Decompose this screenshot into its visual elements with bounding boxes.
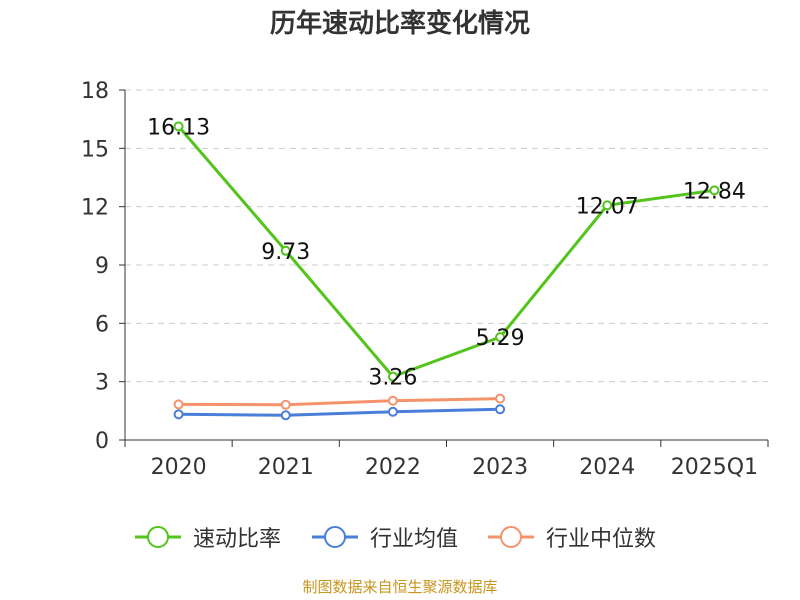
- legend-marker: [147, 526, 169, 548]
- grid-layer: [125, 89, 768, 383]
- chart-title: 历年速动比率变化情况: [270, 8, 530, 39]
- series-line-1: [177, 407, 502, 417]
- series-point-2: [495, 393, 506, 404]
- x-tick-label: 2023: [472, 455, 528, 480]
- x-tick-label: 2024: [579, 455, 635, 480]
- y-tick-label: 3: [95, 371, 109, 396]
- series-point-0: [602, 200, 613, 211]
- series-line-0: [177, 124, 716, 379]
- series-point-2: [280, 399, 291, 410]
- y-tick-label: 12: [81, 196, 109, 221]
- series-point-1: [495, 404, 506, 415]
- series-point-0: [387, 371, 398, 382]
- y-tick-label: 18: [81, 79, 109, 104]
- data-label: 3.26: [368, 366, 417, 391]
- series-point-2: [387, 395, 398, 406]
- x-tick-label: 2022: [365, 455, 421, 480]
- series-line-2: [177, 397, 502, 407]
- x-tick-label: 2020: [151, 455, 207, 480]
- data-label: 9.73: [261, 240, 310, 265]
- series-point-0: [280, 245, 291, 256]
- legend-label: 行业均值: [370, 527, 458, 552]
- data-label: 12.84: [683, 179, 746, 204]
- data-label: 5.29: [476, 326, 525, 351]
- series-point-0: [495, 332, 506, 343]
- axis-layer: 0 3 6 9 12 15 18 2020 2021 2022 2023 2024 2025Q1: [81, 79, 769, 480]
- y-tick-label: 6: [95, 312, 109, 337]
- data-label-layer: 16.13 9.73 3.26 5.29 12.07 12.84: [147, 115, 746, 390]
- y-tick-label: 0: [95, 429, 109, 454]
- legend-label: 行业中位数: [546, 527, 656, 552]
- legend-marker: [500, 526, 522, 548]
- legend: 速动比率 行业均值 行业中位数: [135, 526, 656, 552]
- series-point-1: [387, 406, 398, 417]
- legend-item: 行业均值: [312, 526, 458, 552]
- y-tick-label: 9: [95, 254, 109, 279]
- legend-item: 行业中位数: [488, 526, 656, 552]
- series-point-0: [173, 121, 184, 132]
- data-label: 16.13: [147, 115, 210, 140]
- data-label: 12.07: [576, 194, 639, 219]
- series-point-1: [173, 409, 184, 420]
- x-tick-label: 2021: [258, 455, 314, 480]
- series-layer: [173, 121, 720, 421]
- legend-item: 速动比率: [135, 526, 281, 552]
- legend-marker: [324, 526, 346, 548]
- source-note: 制图数据来自恒生聚源数据库: [302, 578, 497, 596]
- series-point-2: [173, 399, 184, 410]
- series-point-1: [280, 410, 291, 421]
- y-tick-label: 15: [81, 137, 109, 162]
- series-point-0: [709, 185, 720, 196]
- x-tick-label: 2025Q1: [671, 455, 758, 480]
- legend-label: 速动比率: [193, 527, 281, 552]
